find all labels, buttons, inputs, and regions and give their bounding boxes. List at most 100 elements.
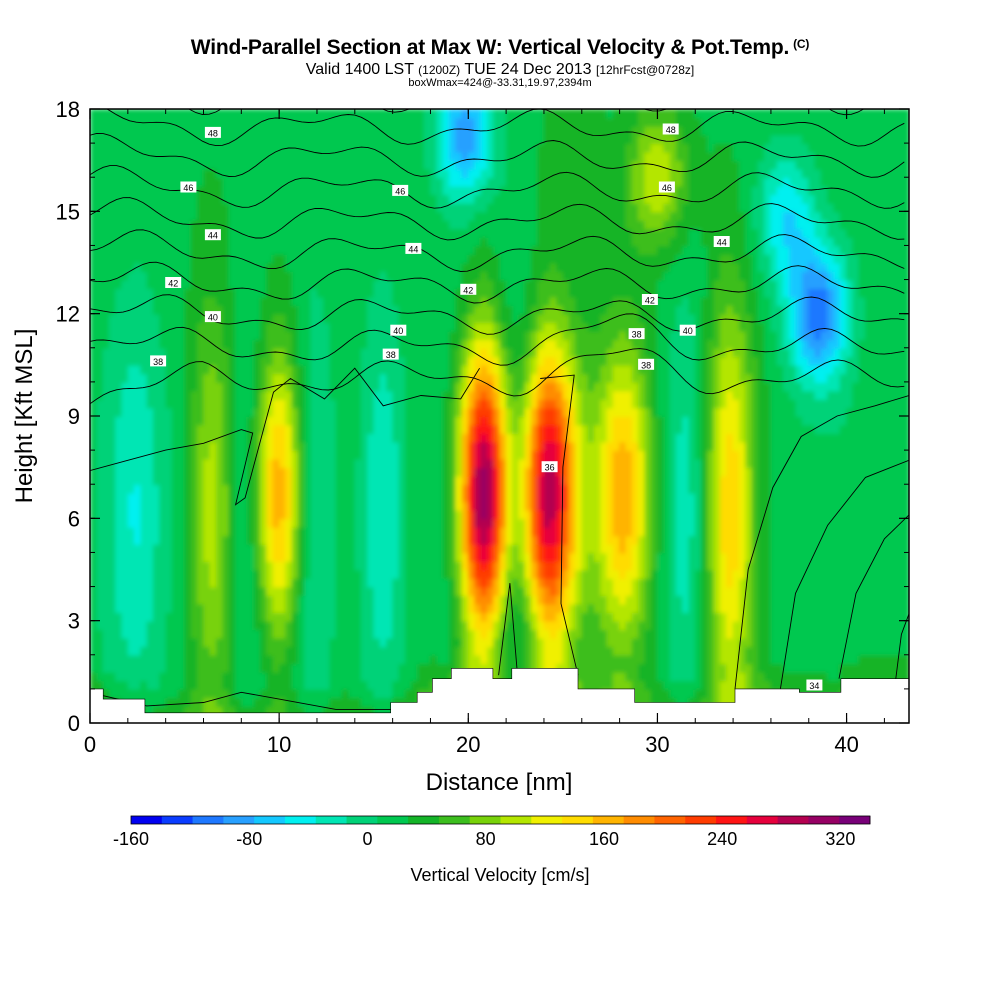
velocity-cell [96, 543, 104, 554]
velocity-cell [436, 620, 444, 631]
velocity-cell [115, 424, 123, 434]
velocity-cell [121, 109, 129, 119]
velocity-cell [449, 416, 457, 426]
velocity-cell [266, 484, 274, 494]
velocity-cell [115, 475, 123, 486]
velocity-cell [360, 253, 369, 264]
velocity-cell [335, 637, 343, 648]
velocity-cell [247, 305, 255, 315]
velocity-cell [329, 450, 337, 460]
velocity-cell [190, 416, 198, 426]
velocity-cell [121, 347, 129, 358]
velocity-cell [379, 492, 387, 503]
velocity-cell [165, 433, 173, 443]
velocity-cell [367, 109, 375, 119]
velocity-cell [171, 364, 180, 375]
velocity-cell [285, 663, 293, 673]
velocity-cell [146, 313, 154, 324]
velocity-cell [171, 143, 180, 153]
velocity-cell [367, 663, 375, 673]
velocity-cell [159, 194, 167, 204]
velocity-cell [499, 134, 507, 145]
velocity-cell [115, 117, 123, 127]
velocity-cell [468, 151, 476, 162]
velocity-cell [512, 202, 520, 213]
velocity-cell [468, 253, 476, 264]
velocity-cell [430, 543, 438, 554]
velocity-cell [316, 697, 324, 707]
velocity-cell [108, 296, 117, 307]
velocity-cell [140, 424, 148, 434]
velocity-cell [455, 330, 463, 341]
velocity-cell [499, 552, 507, 562]
velocity-cell [411, 262, 419, 272]
velocity-cell [442, 458, 450, 469]
velocity-cell [423, 109, 432, 119]
velocity-cell [102, 526, 110, 537]
velocity-cell [493, 552, 501, 562]
velocity-cell [203, 450, 211, 460]
velocity-cell [171, 663, 180, 673]
velocity-cell [228, 262, 236, 272]
velocity-cell [96, 177, 104, 187]
velocity-cell [323, 450, 331, 460]
velocity-cell [505, 296, 513, 307]
velocity-cell [184, 279, 192, 289]
velocity-cell [335, 509, 343, 520]
velocity-cell [436, 219, 444, 230]
velocity-cell [102, 313, 110, 324]
velocity-cell [398, 663, 406, 673]
velocity-cell [184, 126, 192, 136]
velocity-cell [486, 492, 495, 503]
velocity-cell [512, 134, 520, 145]
velocity-cell [335, 484, 343, 494]
velocity-cell [505, 509, 513, 520]
velocity-cell [285, 416, 293, 426]
velocity-cell [165, 381, 173, 392]
velocity-cell [253, 177, 261, 187]
velocity-cell [335, 467, 343, 477]
velocity-cell [234, 228, 243, 238]
velocity-cell [436, 518, 444, 528]
velocity-cell [486, 398, 495, 409]
velocity-cell [480, 364, 488, 375]
velocity-cell [127, 211, 135, 221]
velocity-cell [266, 364, 274, 375]
velocity-cell [468, 398, 476, 409]
velocity-cell [304, 680, 312, 690]
velocity-cell [171, 330, 180, 341]
velocity-cell [442, 117, 450, 127]
velocity-cell [512, 356, 520, 366]
velocity-cell [360, 202, 369, 213]
velocity-cell [392, 356, 400, 366]
velocity-cell [486, 424, 495, 434]
velocity-cell [247, 586, 255, 596]
velocity-cell [480, 347, 488, 358]
velocity-cell [115, 373, 123, 383]
velocity-cell [197, 168, 205, 179]
velocity-cell [102, 262, 110, 272]
velocity-cell [171, 680, 180, 690]
velocity-cell [455, 322, 463, 332]
velocity-cell [190, 339, 198, 349]
velocity-cell [102, 484, 110, 494]
velocity-cell [367, 160, 375, 170]
velocity-cell [486, 211, 495, 221]
velocity-cell [115, 654, 123, 665]
velocity-cell [297, 219, 306, 230]
velocity-cell [373, 177, 381, 187]
velocity-cell [392, 492, 400, 503]
velocity-cell [146, 288, 154, 298]
velocity-cell [121, 629, 129, 639]
velocity-cell [260, 228, 268, 238]
velocity-cell [436, 194, 444, 204]
velocity-cell [367, 560, 375, 571]
velocity-cell [379, 185, 387, 196]
velocity-cell [285, 526, 293, 537]
velocity-cell [260, 518, 268, 528]
velocity-cell [291, 578, 299, 588]
velocity-cell [405, 253, 413, 264]
velocity-cell [115, 629, 123, 639]
velocity-cell [266, 151, 274, 162]
velocity-cell [512, 279, 520, 289]
